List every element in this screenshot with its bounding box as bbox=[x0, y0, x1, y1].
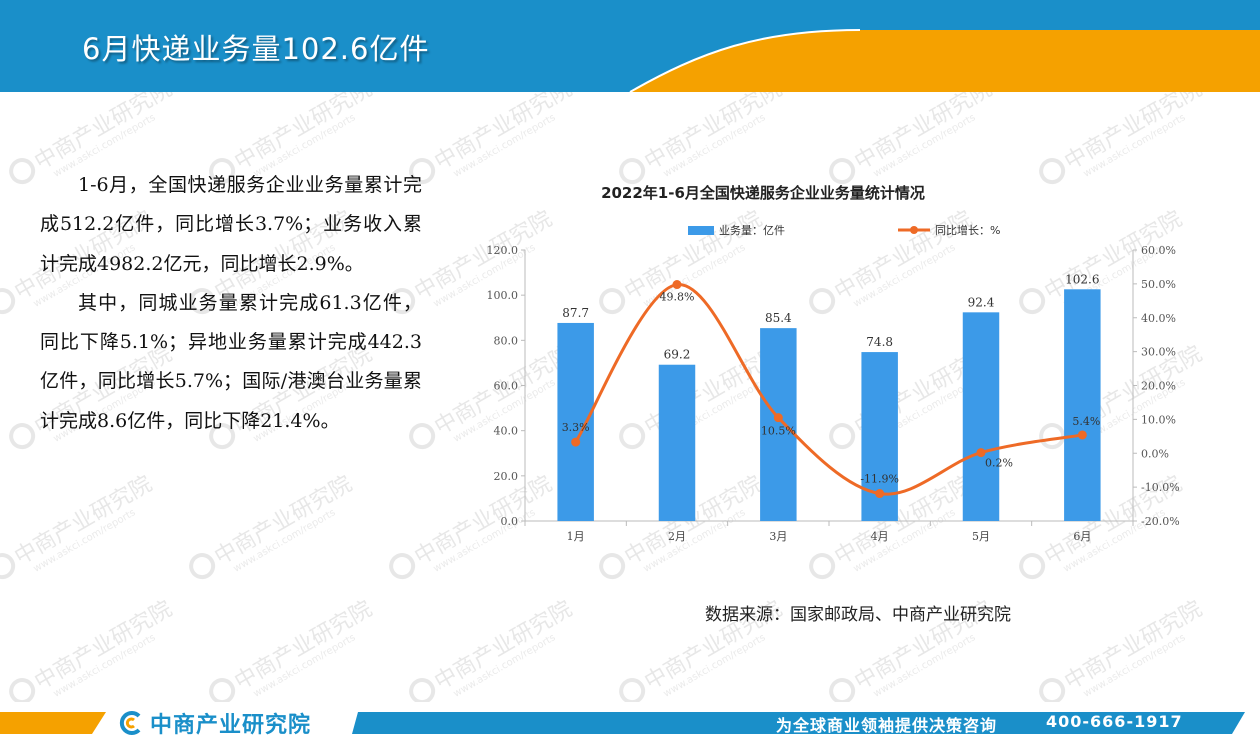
svg-text:中商产业研究院: 中商产业研究院 bbox=[11, 472, 157, 571]
growth-point bbox=[672, 280, 682, 290]
svg-text:中商产业研究院: 中商产业研究院 bbox=[1061, 92, 1207, 175]
svg-text:中商产业研究院: 中商产业研究院 bbox=[641, 92, 787, 175]
x-tick-label: 2月 bbox=[668, 530, 686, 543]
body-paragraph-1: 1-6月，全国快递服务企业业务量累计完成512.2亿件，同比增长3.7%；业务收… bbox=[40, 174, 422, 275]
svg-text:www.askci.com/reports: www.askci.com/reports bbox=[662, 632, 768, 699]
growth-data-label: 0.2% bbox=[985, 457, 1013, 470]
svg-text:中商产业研究院: 中商产业研究院 bbox=[431, 92, 577, 175]
y-left-tick-label: 20.0 bbox=[494, 470, 519, 483]
y-right-tick-label: 60.0% bbox=[1141, 244, 1176, 257]
express-volume-chart: 2022年1-6月全国快递服务企业业务量统计情况 业务量：亿件 同比增长：% 0… bbox=[487, 184, 1180, 543]
footer-slogan: 为全球商业领袖提供决策咨询 bbox=[776, 716, 998, 735]
footer-phone: 400-666-1917 bbox=[1046, 712, 1183, 731]
body-text: 1-6月，全国快递服务企业业务量累计完成512.2亿件，同比增长3.7%；业务收… bbox=[40, 166, 422, 441]
legend-bar-swatch bbox=[688, 226, 714, 235]
y-left-tick-label: 0.0 bbox=[501, 515, 519, 528]
y-right-tick-label: 20.0% bbox=[1141, 380, 1176, 393]
growth-point bbox=[571, 437, 581, 447]
bar-data-label: 102.6 bbox=[1065, 272, 1099, 286]
y-left-tick-label: 100.0 bbox=[487, 289, 519, 302]
x-tick-label: 4月 bbox=[871, 530, 889, 543]
footer-bar bbox=[0, 712, 1245, 734]
y-left-tick-label: 80.0 bbox=[494, 334, 519, 347]
growth-point bbox=[773, 413, 783, 423]
bar-data-label: 69.2 bbox=[664, 348, 691, 362]
growth-data-label: -11.9% bbox=[860, 473, 899, 486]
x-tick-label: 1月 bbox=[567, 530, 585, 543]
bar-data-label: 85.4 bbox=[765, 311, 792, 325]
y-right-tick-label: -20.0% bbox=[1141, 515, 1180, 528]
y-right-tick-label: 10.0% bbox=[1141, 413, 1176, 426]
y-right-tick-label: 0.0% bbox=[1141, 447, 1169, 460]
bar bbox=[1064, 289, 1101, 521]
x-tick-label: 3月 bbox=[769, 530, 787, 543]
footer-logo: 中商产业研究院 bbox=[118, 710, 312, 738]
chart-title: 2022年1-6月全国快递服务企业业务量统计情况 bbox=[601, 184, 925, 202]
svg-text:www.askci.com/reports: www.askci.com/reports bbox=[452, 632, 558, 699]
bar bbox=[658, 364, 696, 521]
y-left-tick-label: 120.0 bbox=[487, 244, 519, 257]
bar bbox=[760, 328, 797, 521]
growth-data-label: 49.8% bbox=[660, 291, 695, 304]
data-source: 数据来源：国家邮政局、中商产业研究院 bbox=[705, 605, 1011, 625]
svg-text:www.askci.com/reports: www.askci.com/reports bbox=[32, 507, 138, 574]
svg-text:中商产业研究院: 中商产业研究院 bbox=[231, 92, 377, 175]
svg-text:www.askci.com/reports: www.askci.com/reports bbox=[872, 632, 978, 699]
svg-text:中商产业研究院: 中商产业研究院 bbox=[31, 92, 177, 175]
header-banner bbox=[0, 0, 1260, 92]
y-left-tick-label: 40.0 bbox=[494, 425, 519, 438]
svg-text:www.askci.com/reports: www.askci.com/reports bbox=[1082, 632, 1188, 699]
y-right-tick-label: 30.0% bbox=[1141, 346, 1176, 359]
svg-text:中商产业研究院: 中商产业研究院 bbox=[1061, 597, 1207, 696]
legend-bar-label: 业务量：亿件 bbox=[719, 224, 785, 237]
footer-logo-text: 中商产业研究院 bbox=[150, 713, 312, 738]
body-paragraph-2: 其中，同城业务量累计完成61.3亿件，同比下降5.1%；异地业务量累计完成442… bbox=[40, 291, 422, 432]
svg-text:中商产业研究院: 中商产业研究院 bbox=[431, 597, 577, 696]
bar bbox=[962, 312, 1000, 521]
svg-text:中商产业研究院: 中商产业研究院 bbox=[851, 92, 997, 175]
growth-point bbox=[875, 489, 885, 499]
svg-text:www.askci.com/reports: www.askci.com/reports bbox=[232, 507, 338, 574]
x-tick-label: 5月 bbox=[972, 530, 990, 543]
y-right-tick-label: 40.0% bbox=[1141, 312, 1176, 325]
growth-point bbox=[1077, 430, 1087, 440]
svg-text:中商产业研究院: 中商产业研究院 bbox=[211, 472, 357, 571]
svg-text:www.askci.com/reports: www.askci.com/reports bbox=[252, 632, 358, 699]
growth-point bbox=[976, 448, 986, 458]
logo-icon bbox=[119, 711, 141, 735]
svg-text:中商产业研究院: 中商产业研究院 bbox=[231, 597, 377, 696]
growth-data-label: 3.3% bbox=[562, 421, 590, 434]
bar-data-label: 92.4 bbox=[968, 295, 995, 309]
bar-data-label: 74.8 bbox=[866, 335, 893, 349]
page-title: 6月快递业务量102.6亿件 bbox=[82, 32, 430, 66]
legend-line-label: 同比增长：% bbox=[935, 223, 1000, 237]
y-right-tick-label: 50.0% bbox=[1141, 278, 1176, 291]
y-right-tick-label: -10.0% bbox=[1141, 481, 1180, 494]
legend-line-marker bbox=[910, 226, 918, 234]
growth-data-label: 5.4% bbox=[1072, 415, 1100, 428]
svg-text:中商产业研究院: 中商产业研究院 bbox=[31, 597, 177, 696]
growth-data-label: 10.5% bbox=[761, 425, 796, 438]
svg-text:www.askci.com/reports: www.askci.com/reports bbox=[52, 632, 158, 699]
bar-data-label: 87.7 bbox=[562, 306, 589, 320]
y-left-tick-label: 60.0 bbox=[494, 380, 519, 393]
x-tick-label: 6月 bbox=[1073, 530, 1091, 543]
